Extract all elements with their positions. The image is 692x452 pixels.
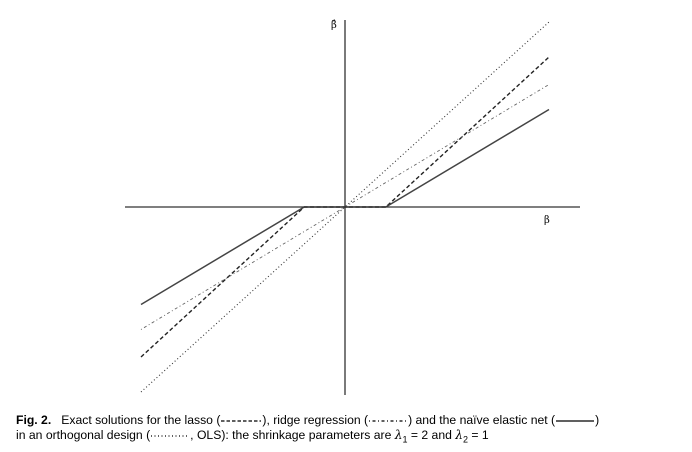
caption-line-1: Fig. 2. Exact solutions for the lasso (),…	[16, 413, 686, 428]
naive-elastic-net-line-sample	[556, 420, 595, 422]
figure-number: Fig. 2.	[16, 413, 52, 427]
lambda-symbol-2: λ	[455, 428, 464, 442]
caption-text-5: in an orthogonal design (	[16, 428, 151, 442]
x-axis-label: β	[544, 215, 550, 226]
lambda-symbol-1: λ	[394, 428, 403, 442]
lambda-subscript-1: 1	[402, 434, 408, 445]
lasso-line-sample	[221, 420, 262, 422]
caption-text-2: ), ridge regression (	[262, 413, 369, 427]
series-line-ols	[140, 21, 550, 393]
lambda-subscript-2: 2	[463, 434, 469, 445]
caption-text-3: ) and the naïve elastic net (	[408, 413, 556, 427]
caption-eq-2: = 1	[468, 428, 489, 442]
caption-eq-1: = 2 and	[407, 428, 456, 442]
caption-line-2: in an orthogonal design ( , OLS): the shr…	[16, 428, 686, 445]
caption-text-4: )	[595, 413, 600, 427]
caption-text-6: , OLS): the shrinkage parameters are	[190, 428, 395, 442]
figure-caption: Fig. 2. Exact solutions for the lasso (),…	[16, 413, 686, 445]
ols-line-sample	[151, 435, 190, 437]
y-axis-label: β̂	[331, 20, 337, 31]
figure-plot: β̂ β	[125, 20, 580, 395]
caption-text-1: Exact solutions for the lasso (	[61, 413, 221, 427]
ridge-line-sample	[369, 420, 408, 422]
